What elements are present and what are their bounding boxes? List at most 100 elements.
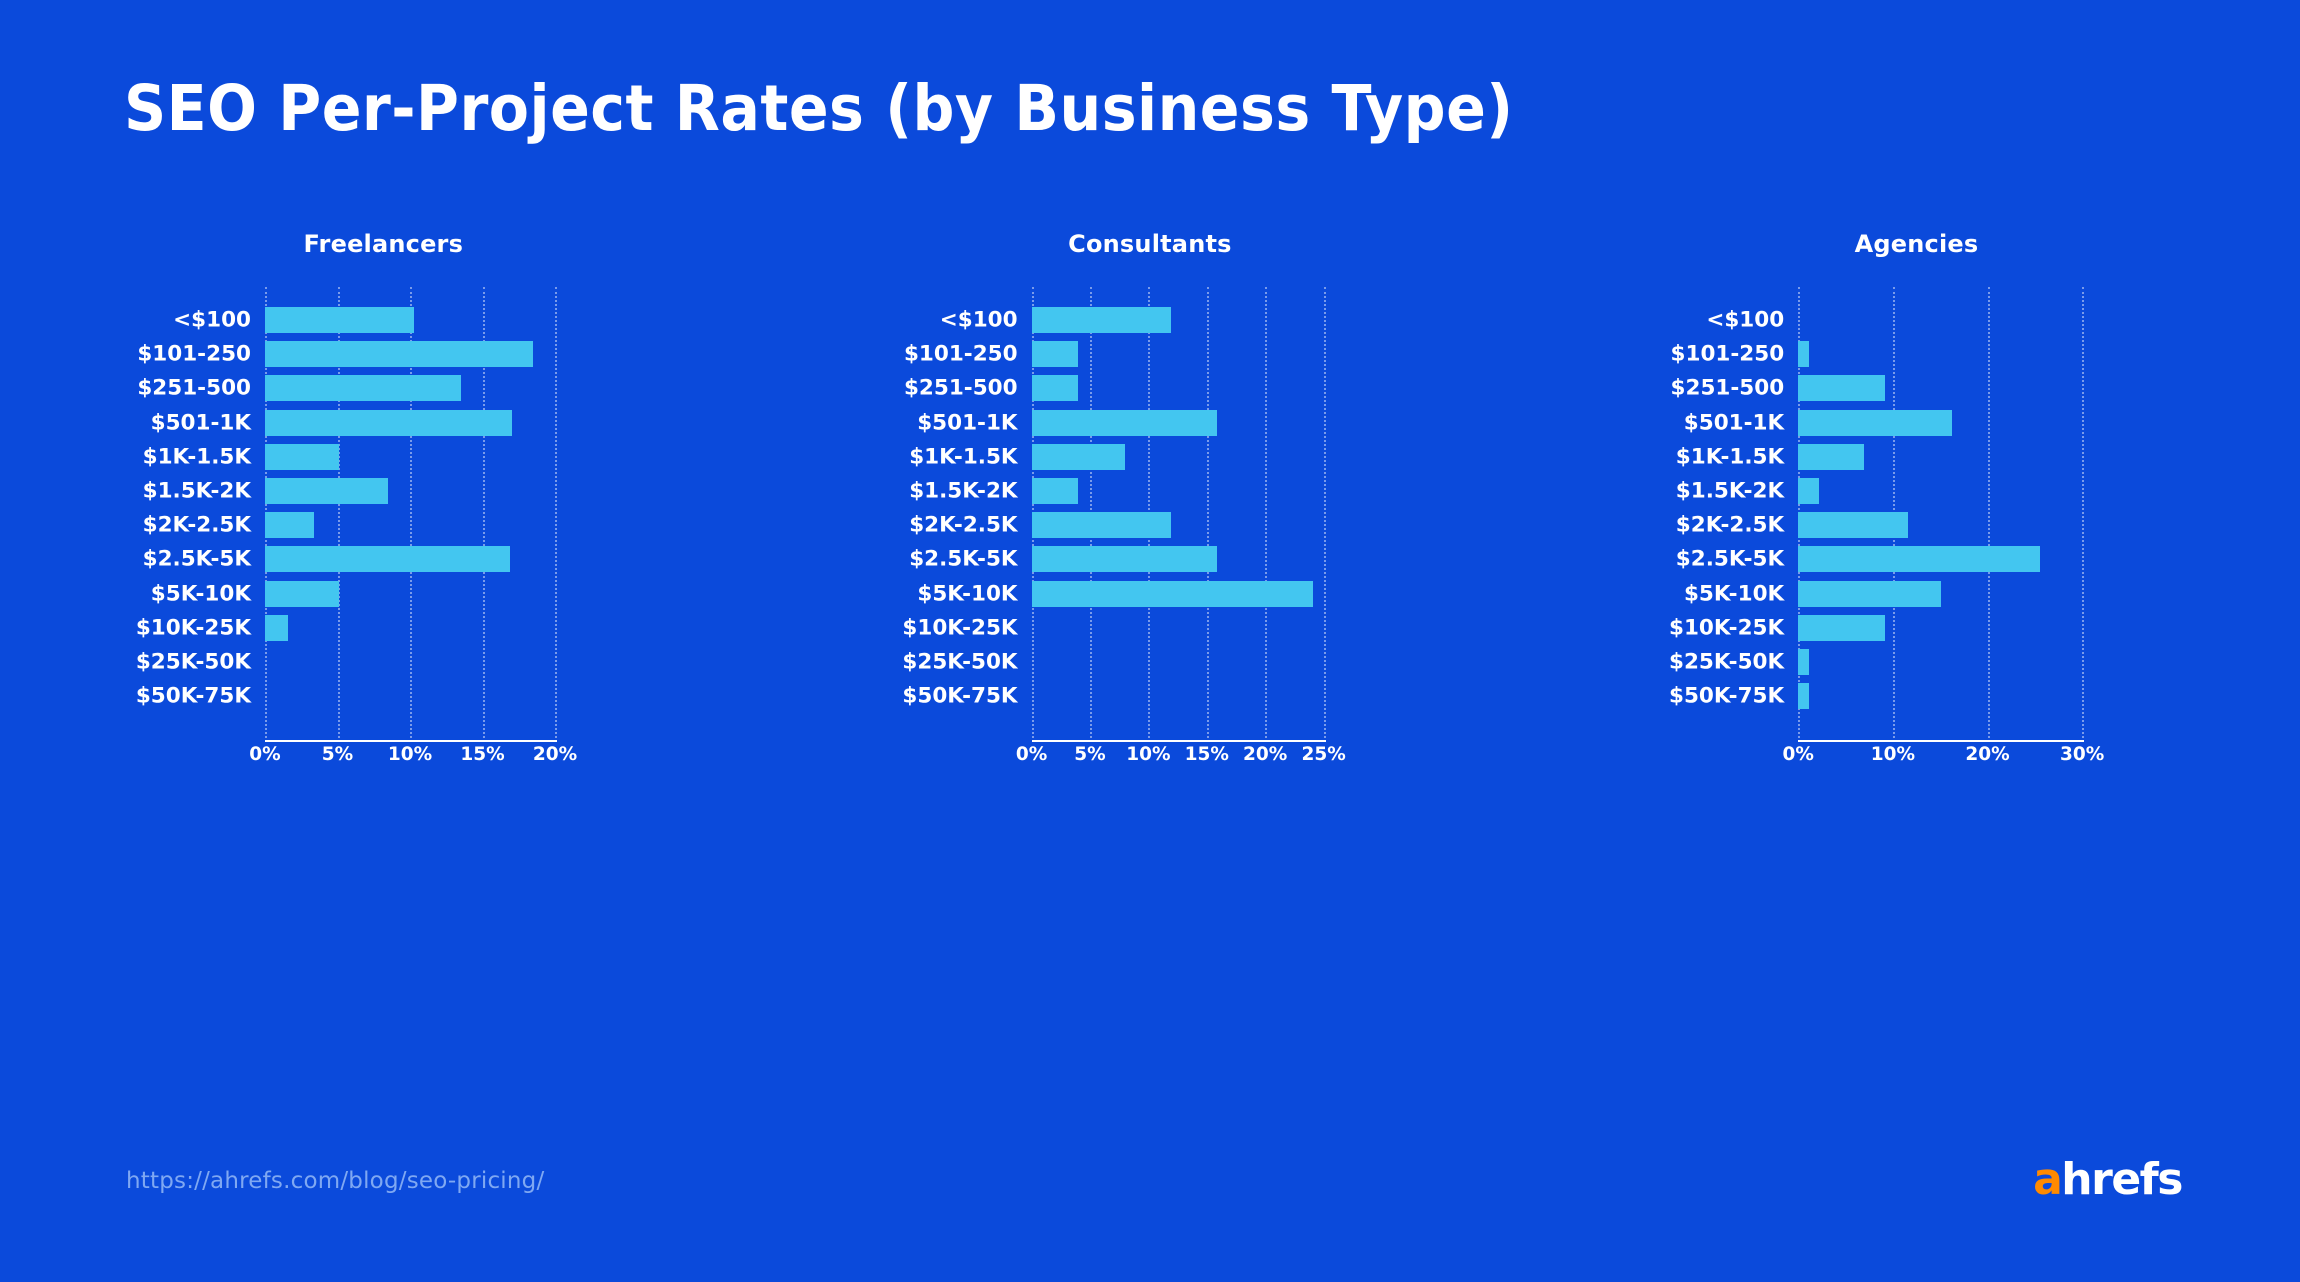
category-label: $5K-10K [150, 581, 251, 607]
bar[interactable] [1798, 683, 1809, 710]
bar[interactable] [1031, 443, 1126, 470]
bar-row: $25K-50K [136, 645, 555, 679]
category-label: $10K-25K [1669, 615, 1785, 641]
category-label: $1K-1.5K [142, 444, 251, 470]
category-label: $2.5K-5K [1675, 546, 1785, 572]
bar-row: $1.5K-2K [909, 474, 1324, 508]
bar[interactable] [265, 443, 339, 470]
bar[interactable] [265, 512, 315, 539]
x-tick-label: 30% [2060, 744, 2105, 765]
bar-row: $5K-10K [917, 577, 1324, 611]
bar-row: $50K-75K [1669, 679, 2082, 713]
category-label: <$100 [939, 307, 1018, 333]
category-label: $2K-2.5K [142, 512, 251, 538]
bar[interactable] [1798, 512, 1908, 539]
bar[interactable] [265, 307, 415, 333]
x-tick-label: 15% [460, 744, 505, 765]
bar[interactable] [265, 341, 534, 368]
bar[interactable] [1031, 546, 1218, 573]
bar[interactable] [1031, 341, 1079, 368]
bar-row: <$100 [940, 303, 1324, 337]
bar-row: <$100 [173, 303, 555, 337]
category-label: $1.5K-2K [1675, 478, 1785, 504]
x-tick-label: 0% [249, 744, 281, 765]
bar-row: $1K-1.5K [1676, 440, 2082, 474]
bar-row: $1.5K-2K [1676, 474, 2082, 508]
bar-rows-agencies: <$100 $101-250 $251-500 $501-1K $1K-1.5K $1.5… [1669, 303, 2082, 713]
category-label: $251-500 [137, 375, 251, 401]
source-url[interactable]: https://ahrefs.com/blog/seo-pricing/ [126, 1168, 545, 1194]
x-tick-label: 10% [387, 744, 433, 765]
gridline [1323, 287, 1328, 742]
bar-row: $501-1K [151, 406, 555, 440]
bar[interactable] [265, 614, 289, 641]
category-label: $251-500 [1670, 375, 1785, 401]
x-axis-ticks-agencies: 0% 10% 20% 30% [1782, 744, 2104, 774]
bar-row: $25K-50K [902, 645, 1324, 679]
bar[interactable] [1031, 409, 1218, 436]
bar-row: $1K-1.5K [909, 440, 1324, 474]
bar[interactable] [265, 409, 512, 436]
bar[interactable] [1798, 409, 1953, 436]
bar[interactable] [1798, 546, 2040, 573]
category-label: $25K-50K [902, 649, 1018, 675]
bar-row: $101-250 [904, 337, 1324, 371]
bar[interactable] [1798, 614, 1886, 641]
bar-row: $101-250 [137, 337, 555, 371]
category-label: <$100 [1706, 307, 1785, 333]
x-tick-label: 5% [1074, 744, 1106, 765]
bar-row: $2K-2.5K [1676, 508, 2082, 542]
bar[interactable] [1798, 341, 1809, 368]
category-label: $101-250 [903, 341, 1018, 367]
bar-row: $2K-2.5K [909, 508, 1324, 542]
x-axis-ticks-freelancers: 0% 5% 10% 15% 20% [249, 744, 577, 774]
bar[interactable] [1031, 375, 1079, 402]
bar[interactable] [1798, 648, 1809, 675]
bar[interactable] [1031, 307, 1171, 333]
bar-row: $25K-50K [1669, 645, 2082, 679]
category-label: $50K-75K [902, 683, 1018, 709]
chart-title-agencies: Agencies [1854, 230, 1979, 258]
bar[interactable] [1798, 375, 1886, 402]
bar[interactable] [1031, 580, 1314, 607]
bar[interactable] [265, 580, 339, 607]
x-tick-label: 20% [532, 744, 578, 765]
page-title: SEO Per-Project Rates (by Business Type) [124, 72, 1514, 145]
category-label: $25K-50K [135, 649, 251, 675]
category-label: $2K-2.5K [1675, 512, 1785, 538]
bar[interactable] [265, 546, 511, 573]
logo-letter-a: a [2033, 1154, 2063, 1205]
bar-row: $251-500 [1671, 371, 2082, 405]
charts-container: Freelancers <$100 $101-250 $251-500 $501-1K… [0, 230, 2300, 1020]
bar-row: $10K-25K [1669, 611, 2082, 645]
bar-row: $2.5K-5K [909, 542, 1324, 576]
category-label: $501-1K [917, 410, 1018, 436]
category-label: <$100 [173, 307, 251, 333]
chart-panel-agencies: Agencies <$100 $101-250 $251-500 $501-1K $1K… [1533, 230, 2300, 1020]
x-axis-line-agencies [1798, 740, 2085, 742]
category-label: $1K-1.5K [1675, 444, 1785, 470]
x-tick-label: 0% [1015, 744, 1048, 765]
bar-row: $10K-25K [136, 611, 555, 645]
bar[interactable] [265, 375, 461, 402]
category-label: $50K-75K [135, 683, 251, 709]
x-tick-label: 10% [1870, 744, 1915, 765]
category-label: $2.5K-5K [142, 546, 251, 572]
bar[interactable] [1031, 477, 1079, 504]
category-label: $1.5K-2K [909, 478, 1018, 504]
bar-row: $501-1K [917, 406, 1324, 440]
chart-panel-freelancers: Freelancers <$100 $101-250 $251-500 $501-1K… [0, 230, 767, 1020]
bar[interactable] [1798, 580, 1942, 607]
bar-row: $50K-75K [902, 679, 1324, 713]
bar[interactable] [1798, 477, 1819, 504]
category-label: $50K-75K [1669, 683, 1785, 709]
category-label: $25K-50K [1669, 649, 1785, 675]
bar-row: $1K-1.5K [143, 440, 555, 474]
gridline [2082, 287, 2086, 742]
bar[interactable] [1031, 512, 1171, 539]
chart-title-consultants: Consultants [1068, 230, 1232, 258]
bar[interactable] [265, 477, 389, 504]
bar-row: $10K-25K [902, 611, 1324, 645]
bar[interactable] [1798, 443, 1864, 470]
category-label: $2.5K-5K [909, 546, 1018, 572]
